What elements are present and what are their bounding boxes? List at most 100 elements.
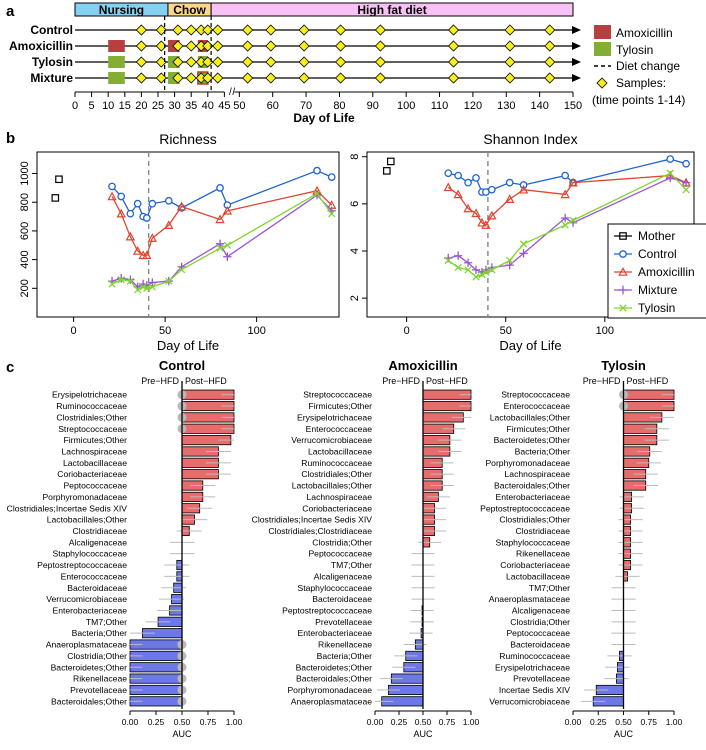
legend-sample-label: Samples: — [616, 76, 666, 90]
row-label: Tylosin — [32, 55, 73, 69]
taxon-label: Enterococcaceae — [61, 571, 128, 581]
panel-b-shannon: Shannon Index 0 50 100 2 4 6 8 Day of Life Mother… — [349, 131, 706, 353]
sample-diamond — [544, 40, 556, 52]
point-marker — [148, 283, 156, 291]
taxon-label: Bacteroidales;Other — [494, 481, 570, 491]
point-marker — [116, 274, 126, 283]
taxon-label: Coriobacteriaceae — [302, 503, 372, 513]
taxon-label: Peptostreptococcaceae — [480, 503, 570, 513]
point-marker — [453, 251, 463, 260]
taxon-label: TM7;Other — [529, 583, 570, 593]
chart-title: Shannon Index — [483, 131, 577, 147]
x-tick-label: 0.75 — [439, 717, 456, 727]
taxon-label: TM7;Other — [331, 560, 372, 570]
panel-c-amoxicillin: Amoxicillin Pre−HFD Post−HFD Streptococcace… — [252, 358, 480, 739]
sample-diamond — [544, 56, 556, 68]
point-marker — [618, 267, 628, 276]
sample-diamond — [212, 72, 224, 84]
taxon-label: Erysipelotrichaceae — [297, 412, 372, 422]
sample-diamond — [172, 40, 184, 52]
x-tick-label: 140 — [530, 100, 548, 112]
taxon-label: Enterobacteriaceae — [297, 628, 372, 638]
sample-diamond — [374, 56, 387, 68]
point-marker — [568, 177, 578, 187]
taxon-label: Streptococcaceae — [58, 424, 127, 434]
x-tick-label: 0.00 — [565, 717, 582, 727]
point-marker — [505, 260, 514, 270]
taxon-label: Porphyromonadaceae — [485, 458, 570, 468]
x-tick-label: 1.00 — [226, 717, 243, 727]
taxon-label: Lachnospiraceae — [505, 469, 571, 479]
taxon-label: Peptostreptococcaceae — [282, 605, 372, 615]
point-marker — [666, 169, 674, 177]
point-marker — [125, 231, 136, 241]
point-marker — [518, 184, 529, 194]
taxon-label: Enterobacteriaceae — [495, 492, 570, 502]
taxon-label: Lactobacillales;Other — [47, 515, 127, 525]
taxon-label: Enterobacteriaceae — [52, 605, 127, 615]
sample-diamond — [265, 72, 277, 84]
x-tick-label: 110 — [431, 100, 449, 112]
point-marker — [619, 304, 627, 312]
sample-diamond — [212, 24, 224, 36]
taxon-label: Anaeroplasmataceae — [489, 594, 570, 604]
sample-diamond — [185, 24, 197, 36]
x-tick-label: 0.25 — [148, 717, 165, 727]
x-tick-label: 130 — [497, 100, 515, 112]
sample-diamond — [172, 56, 184, 68]
panel-label-b: b — [6, 130, 15, 147]
taxon-label: Rikenellaceae — [516, 549, 570, 559]
taxon-label: Clostridiales;Clostridiaceae — [268, 526, 372, 536]
sample-diamond — [212, 40, 224, 52]
point-marker — [488, 185, 496, 194]
point-marker — [478, 270, 486, 279]
pre-hfd-label: Pre−HFD — [583, 376, 621, 386]
sample-diamond — [135, 56, 147, 68]
series-line — [447, 174, 687, 226]
sample-diamond — [335, 56, 347, 68]
taxon-label: Clostridiales;Incertae Sedis XIV — [7, 503, 128, 513]
taxon-label: Enterococcaceae — [306, 424, 373, 434]
point-marker — [148, 199, 157, 208]
point-marker — [143, 284, 151, 292]
taxon-label: Peptococcaceae — [506, 628, 570, 638]
sample-diamond — [172, 72, 184, 84]
taxon-label: Clostridia;Other — [510, 617, 570, 627]
chart-title: Richness — [159, 131, 217, 147]
point-marker — [682, 186, 690, 194]
point-marker — [464, 178, 472, 187]
taxon-label: Ruminococcaceae — [301, 458, 372, 468]
x-tick-label: 20 — [135, 100, 147, 112]
y-tick-label: 1000 — [19, 161, 31, 185]
taxon-label: Verrucomicrobiaceae — [489, 696, 570, 706]
x-axis-title: AUC — [614, 729, 634, 739]
point-marker — [619, 232, 627, 240]
point-marker — [618, 285, 628, 295]
taxon-label: Clostridiales;Incertae Sedis XIV — [252, 515, 373, 525]
x-tick-label: 0.25 — [391, 717, 408, 727]
sample-diamond — [447, 56, 460, 68]
taxon-label: Streptococcaceae — [501, 390, 570, 400]
point-marker — [681, 178, 691, 187]
taxon-label: TM7;Other — [86, 617, 127, 627]
sample-diamond — [202, 24, 214, 36]
point-marker — [386, 157, 395, 166]
taxon-label: Bacteroidetes;Other — [494, 435, 571, 445]
legend-tylosin-label: Tylosin — [616, 43, 653, 57]
point-marker — [504, 194, 515, 203]
point-marker — [176, 201, 187, 211]
y-tick-label: 4 — [349, 248, 361, 254]
chart-title: Control — [159, 358, 205, 373]
taxon-label: Bacteroidaceae — [312, 594, 372, 604]
point-marker — [216, 244, 224, 252]
point-marker — [472, 174, 480, 182]
x-tick-label: 0.50 — [174, 717, 191, 727]
point-marker — [560, 189, 570, 199]
y-tick-label: 800 — [19, 193, 31, 211]
taxon-label: Bacteria;Other — [72, 628, 128, 638]
taxon-label: Lactobacillaceae — [308, 446, 372, 456]
sample-diamond — [155, 72, 167, 84]
point-marker — [481, 220, 491, 229]
